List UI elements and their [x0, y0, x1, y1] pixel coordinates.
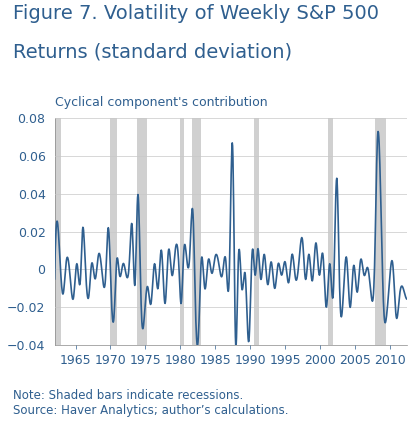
- Bar: [110, 118, 117, 345]
- Bar: [328, 118, 333, 345]
- Bar: [375, 118, 386, 345]
- Text: Returns (standard deviation): Returns (standard deviation): [13, 42, 292, 61]
- Bar: [180, 118, 184, 345]
- Bar: [137, 118, 147, 345]
- Bar: [192, 118, 201, 345]
- Bar: [255, 118, 259, 345]
- Text: Figure 7. Volatility of Weekly S&P 500: Figure 7. Volatility of Weekly S&P 500: [13, 4, 378, 23]
- Text: Note: Shaded bars indicate recessions.
Source: Haver Analytics; author’s calcula: Note: Shaded bars indicate recessions. S…: [13, 389, 288, 417]
- Text: Cyclical component's contribution: Cyclical component's contribution: [55, 96, 267, 109]
- Bar: [54, 118, 61, 345]
